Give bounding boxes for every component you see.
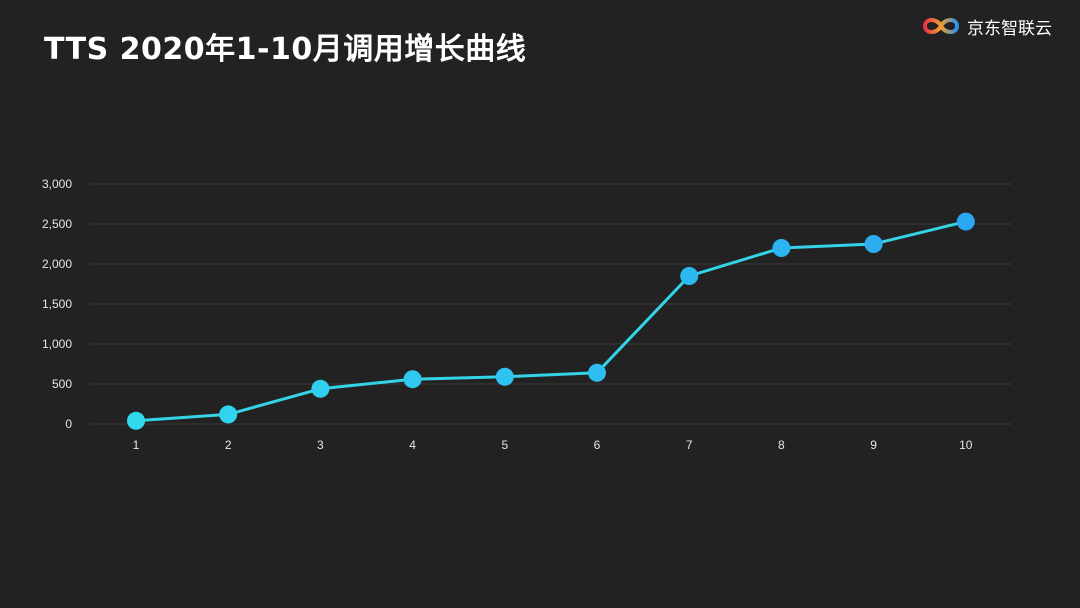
series-line — [135, 220, 967, 423]
data-point — [680, 267, 699, 285]
data-point — [311, 379, 330, 398]
y-axis-ticks: 0 500 1,000 1,500 2,000 2,500 3,000 — [42, 177, 72, 431]
x-tick-label: 5 — [501, 438, 508, 452]
x-tick-label: 6 — [594, 438, 601, 452]
y-tick-label: 2,000 — [42, 257, 72, 271]
y-tick-label: 2,500 — [42, 217, 72, 231]
series-points — [127, 212, 975, 430]
x-tick-label: 8 — [778, 438, 785, 452]
data-point — [772, 239, 791, 257]
data-point — [495, 367, 514, 386]
x-tick-label: 9 — [870, 438, 877, 452]
grid-lines — [90, 183, 1012, 425]
series-line-group — [135, 220, 967, 423]
x-tick-label: 1 — [133, 438, 140, 452]
y-tick-label: 1,500 — [42, 297, 72, 311]
jd-cloud-logo-icon — [922, 18, 960, 34]
brand-logo: 京东智联云 — [921, 12, 1052, 40]
y-tick-label: 0 — [65, 417, 72, 431]
x-tick-label: 2 — [225, 438, 232, 452]
data-point — [403, 370, 422, 389]
data-point — [127, 411, 145, 430]
y-tick-label: 500 — [52, 377, 72, 391]
x-tick-label: 10 — [959, 438, 973, 452]
y-tick-label: 1,000 — [42, 337, 72, 351]
data-point — [864, 235, 883, 253]
x-axis-ticks: 1 2 3 4 5 6 7 8 9 10 — [133, 438, 973, 452]
x-tick-label: 3 — [317, 438, 324, 452]
x-tick-label: 7 — [686, 438, 693, 452]
data-point — [588, 363, 606, 382]
x-tick-label: 4 — [409, 438, 416, 452]
data-point — [956, 212, 975, 231]
y-tick-label: 3,000 — [42, 177, 72, 191]
chart-title: TTS 2020年1-10月调用增长曲线 — [44, 32, 527, 67]
data-point — [219, 405, 238, 424]
brand-logo-text: 京东智联云 — [967, 18, 1052, 39]
